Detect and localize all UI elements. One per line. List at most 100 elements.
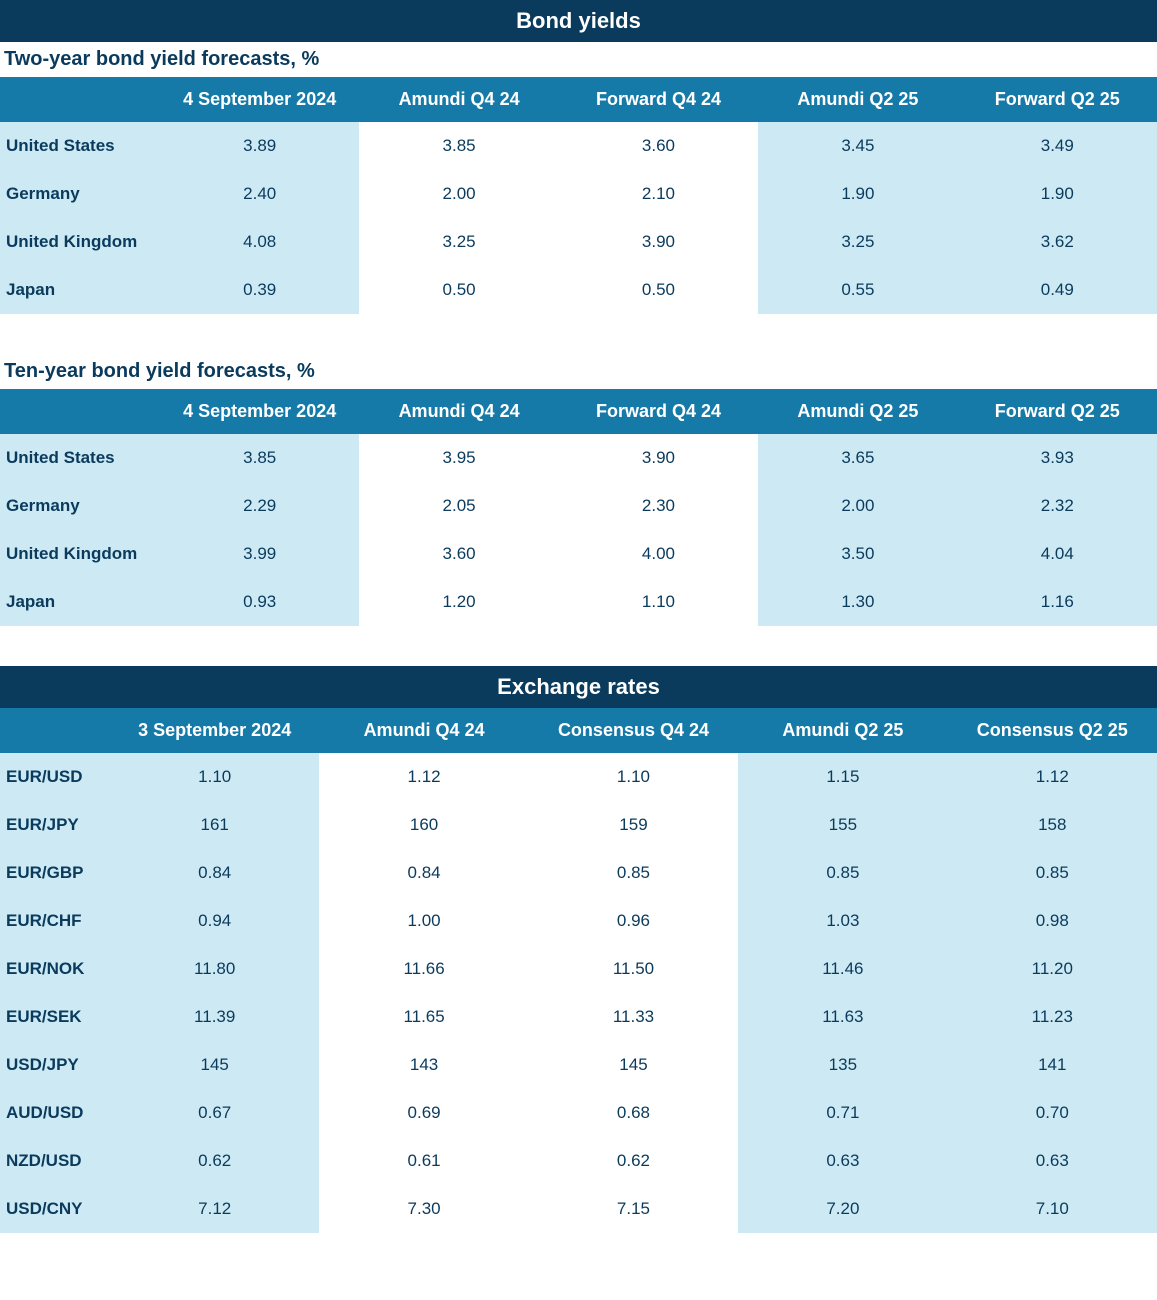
cell-value: 11.46 bbox=[738, 945, 947, 993]
row-label: Japan bbox=[0, 266, 160, 314]
column-header: Amundi Q2 25 bbox=[758, 77, 957, 122]
column-header: Consensus Q4 24 bbox=[529, 708, 738, 753]
cell-value: 3.62 bbox=[958, 218, 1157, 266]
column-header: Forward Q4 24 bbox=[559, 77, 758, 122]
table-row: Germany2.292.052.302.002.32 bbox=[0, 482, 1157, 530]
cell-value: 3.90 bbox=[559, 218, 758, 266]
column-header: Forward Q2 25 bbox=[958, 77, 1157, 122]
cell-value: 1.90 bbox=[758, 170, 957, 218]
cell-value: 1.15 bbox=[738, 753, 947, 801]
data-table: 4 September 2024Amundi Q4 24Forward Q4 2… bbox=[0, 389, 1157, 626]
cell-value: 0.63 bbox=[948, 1137, 1157, 1185]
cell-value: 1.12 bbox=[319, 753, 528, 801]
cell-value: 7.15 bbox=[529, 1185, 738, 1233]
column-header: 3 September 2024 bbox=[110, 708, 319, 753]
row-label: Japan bbox=[0, 578, 160, 626]
table-subtitle: Two-year bond yield forecasts, % bbox=[0, 42, 1157, 77]
table-row: United States3.893.853.603.453.49 bbox=[0, 122, 1157, 170]
row-label: United Kingdom bbox=[0, 530, 160, 578]
cell-value: 2.05 bbox=[359, 482, 558, 530]
cell-value: 160 bbox=[319, 801, 528, 849]
cell-value: 1.10 bbox=[559, 578, 758, 626]
cell-value: 1.90 bbox=[958, 170, 1157, 218]
column-header: 4 September 2024 bbox=[160, 77, 359, 122]
cell-value: 1.10 bbox=[110, 753, 319, 801]
table-row: EUR/CHF0.941.000.961.030.98 bbox=[0, 897, 1157, 945]
table-row: NZD/USD0.620.610.620.630.63 bbox=[0, 1137, 1157, 1185]
cell-value: 155 bbox=[738, 801, 947, 849]
cell-value: 3.93 bbox=[958, 434, 1157, 482]
section: Exchange rates3 September 2024Amundi Q4 … bbox=[0, 666, 1157, 1233]
cell-value: 1.10 bbox=[529, 753, 738, 801]
column-header: 4 September 2024 bbox=[160, 389, 359, 434]
table-row: AUD/USD0.670.690.680.710.70 bbox=[0, 1089, 1157, 1137]
cell-value: 3.85 bbox=[359, 122, 558, 170]
cell-value: 7.30 bbox=[319, 1185, 528, 1233]
cell-value: 0.68 bbox=[529, 1089, 738, 1137]
column-header bbox=[0, 708, 110, 753]
cell-value: 11.63 bbox=[738, 993, 947, 1041]
cell-value: 2.40 bbox=[160, 170, 359, 218]
cell-value: 0.63 bbox=[738, 1137, 947, 1185]
row-label: Germany bbox=[0, 170, 160, 218]
cell-value: 0.39 bbox=[160, 266, 359, 314]
row-label: EUR/JPY bbox=[0, 801, 110, 849]
cell-value: 0.61 bbox=[319, 1137, 528, 1185]
table-row: EUR/USD1.101.121.101.151.12 bbox=[0, 753, 1157, 801]
table-row: United States3.853.953.903.653.93 bbox=[0, 434, 1157, 482]
cell-value: 1.20 bbox=[359, 578, 558, 626]
cell-value: 3.65 bbox=[758, 434, 957, 482]
cell-value: 158 bbox=[948, 801, 1157, 849]
cell-value: 3.90 bbox=[559, 434, 758, 482]
cell-value: 4.08 bbox=[160, 218, 359, 266]
table-row: United Kingdom4.083.253.903.253.62 bbox=[0, 218, 1157, 266]
row-label: EUR/CHF bbox=[0, 897, 110, 945]
row-label: Germany bbox=[0, 482, 160, 530]
column-header: Consensus Q2 25 bbox=[948, 708, 1157, 753]
cell-value: 2.10 bbox=[559, 170, 758, 218]
table-row: EUR/NOK11.8011.6611.5011.4611.20 bbox=[0, 945, 1157, 993]
cell-value: 11.80 bbox=[110, 945, 319, 993]
section-title: Exchange rates bbox=[0, 666, 1157, 708]
cell-value: 3.85 bbox=[160, 434, 359, 482]
row-label: NZD/USD bbox=[0, 1137, 110, 1185]
cell-value: 11.33 bbox=[529, 993, 738, 1041]
cell-value: 11.39 bbox=[110, 993, 319, 1041]
section: Bond yieldsTwo-year bond yield forecasts… bbox=[0, 0, 1157, 626]
cell-value: 0.94 bbox=[110, 897, 319, 945]
cell-value: 143 bbox=[319, 1041, 528, 1089]
cell-value: 0.84 bbox=[319, 849, 528, 897]
column-header: Amundi Q4 24 bbox=[359, 77, 558, 122]
cell-value: 7.20 bbox=[738, 1185, 947, 1233]
cell-value: 2.32 bbox=[958, 482, 1157, 530]
column-header bbox=[0, 389, 160, 434]
cell-value: 2.30 bbox=[559, 482, 758, 530]
cell-value: 0.93 bbox=[160, 578, 359, 626]
cell-value: 0.85 bbox=[529, 849, 738, 897]
cell-value: 0.85 bbox=[948, 849, 1157, 897]
cell-value: 11.66 bbox=[319, 945, 528, 993]
cell-value: 3.89 bbox=[160, 122, 359, 170]
section-title: Bond yields bbox=[0, 0, 1157, 42]
cell-value: 7.10 bbox=[948, 1185, 1157, 1233]
row-label: AUD/USD bbox=[0, 1089, 110, 1137]
table-subtitle: Ten-year bond yield forecasts, % bbox=[0, 354, 1157, 389]
cell-value: 2.00 bbox=[359, 170, 558, 218]
column-header: Amundi Q4 24 bbox=[359, 389, 558, 434]
cell-value: 0.62 bbox=[529, 1137, 738, 1185]
row-label: EUR/NOK bbox=[0, 945, 110, 993]
cell-value: 11.23 bbox=[948, 993, 1157, 1041]
cell-value: 161 bbox=[110, 801, 319, 849]
page-root: Bond yieldsTwo-year bond yield forecasts… bbox=[0, 0, 1157, 1233]
cell-value: 0.55 bbox=[758, 266, 957, 314]
cell-value: 0.98 bbox=[948, 897, 1157, 945]
column-header bbox=[0, 77, 160, 122]
table-row: EUR/SEK11.3911.6511.3311.6311.23 bbox=[0, 993, 1157, 1041]
cell-value: 141 bbox=[948, 1041, 1157, 1089]
cell-value: 3.60 bbox=[559, 122, 758, 170]
table-row: United Kingdom3.993.604.003.504.04 bbox=[0, 530, 1157, 578]
cell-value: 2.29 bbox=[160, 482, 359, 530]
cell-value: 3.99 bbox=[160, 530, 359, 578]
cell-value: 0.62 bbox=[110, 1137, 319, 1185]
cell-value: 135 bbox=[738, 1041, 947, 1089]
